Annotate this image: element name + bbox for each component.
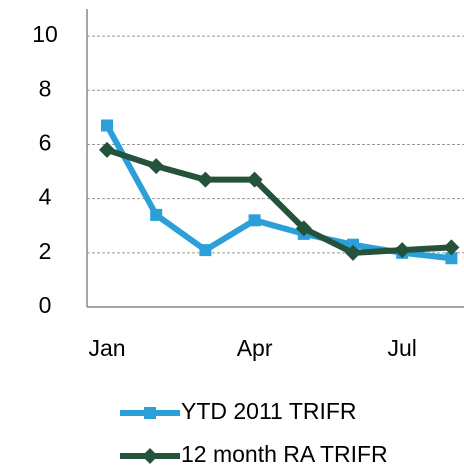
marker (248, 214, 261, 227)
y-tick-label: 10 (32, 21, 58, 47)
marker (295, 220, 312, 237)
marker (246, 171, 263, 188)
x-tick-label: Jan (88, 335, 125, 361)
marker (394, 242, 411, 259)
y-tick-label: 4 (39, 184, 52, 210)
marker (144, 407, 156, 419)
marker (150, 208, 163, 221)
y-tick-label: 6 (39, 130, 52, 156)
x-tick-label: Apr (237, 335, 273, 361)
marker (197, 171, 214, 188)
marker (101, 119, 113, 132)
y-tick-label: 8 (39, 75, 52, 101)
legend-label: YTD 2011 TRIFR (181, 398, 357, 424)
x-tick-label: Jul (387, 335, 416, 361)
marker (199, 244, 212, 257)
series-line (104, 124, 452, 262)
marker (142, 448, 158, 464)
series-line (106, 147, 452, 256)
marker (99, 141, 115, 158)
marker (445, 252, 458, 265)
marker (347, 238, 359, 251)
marker (148, 158, 165, 175)
y-tick-label: 0 (39, 292, 52, 318)
legend-label: 12 month RA TRIFR (181, 441, 388, 467)
y-tick-label: 2 (39, 238, 52, 264)
marker (345, 244, 361, 261)
marker (443, 239, 460, 256)
